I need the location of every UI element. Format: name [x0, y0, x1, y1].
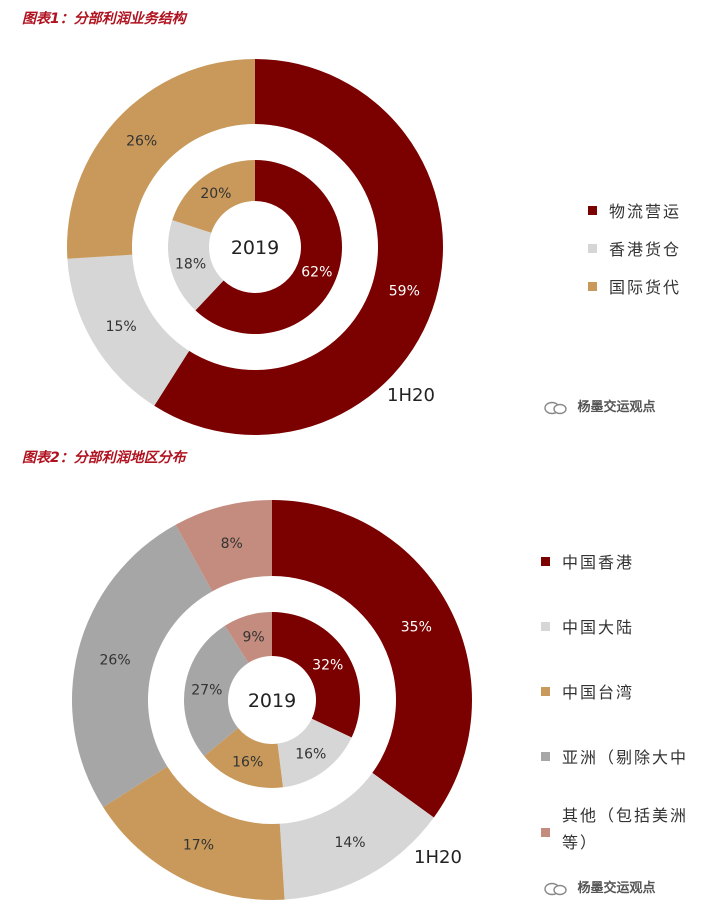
- chart1-outer-slice-2: [67, 59, 255, 259]
- watermark-text: 杨墨交运观点: [577, 881, 656, 896]
- chart1-legend-label-1: 香港货仓: [609, 240, 682, 259]
- chart2-outer-slice-2: [103, 766, 285, 900]
- chart2-outer-data-label-3: 26%: [100, 653, 131, 669]
- chart1-outer-data-label-1: 15%: [106, 319, 137, 335]
- chart2-legend-item-1: 中国大陆: [541, 614, 634, 638]
- chart2-inner-data-label-2: 16%: [232, 754, 263, 770]
- chart2-inner-slice-0: [272, 612, 360, 738]
- chart2-legend-item-2: 中国台湾: [541, 679, 634, 703]
- wechat-icon: [543, 882, 573, 896]
- chart1-inner-data-label-2: 20%: [200, 186, 231, 202]
- chart2-legend-swatch-2: [541, 686, 550, 696]
- chart1-inner-slice-0: [195, 160, 342, 334]
- donut-chart-region-distribution: 32% 16% 16% 27% 9% 35% 14% 17% 26% 8% 2019 1H20: [72, 500, 472, 900]
- chart2-inner-data-label-4: 9%: [242, 630, 264, 646]
- chart2-inner-slice-1: [277, 718, 352, 788]
- figure2-title: 图表2：分部利润地区分布: [22, 450, 186, 466]
- chart1-outer-data-label-0: 59%: [389, 283, 420, 299]
- donut-chart-business-structure: 62% 18% 20% 59% 15% 26% 2019 1H20: [67, 59, 444, 435]
- chart1-inner-slice-1: [168, 220, 224, 311]
- chart2-legend-label-1: 中国大陆: [562, 618, 635, 637]
- chart2-legend-item-3: 亚洲（剔除大中: [541, 744, 688, 768]
- chart2-legend-label-3: 亚洲（剔除大中: [562, 748, 689, 767]
- chart2-legend-swatch-0: [541, 556, 550, 566]
- chart2-outer-ring-label: 1H20: [414, 847, 462, 868]
- chart2-legend-label-2: 中国台湾: [562, 683, 635, 702]
- chart2-inner-slice-3: [184, 625, 249, 757]
- chart1-outer-data-label-2: 26%: [126, 134, 157, 150]
- chart1-inner-slice-2: [172, 160, 255, 233]
- chart2-outer-slice-1: [279, 772, 434, 900]
- wechat-icon: [543, 401, 573, 415]
- chart2-outer-data-label-1: 14%: [334, 835, 365, 851]
- chart2-legend-swatch-3: [541, 751, 550, 761]
- chart1-legend-label-2: 国际货代: [609, 278, 682, 297]
- chart1-legend-item-0: 物流营运: [588, 198, 681, 222]
- watermark: 杨墨交运观点: [543, 396, 656, 415]
- chart2-legend-item-0: 中国香港: [541, 549, 634, 573]
- chart1-outer-slice-1: [67, 254, 190, 406]
- chart1-legend-swatch-2: [588, 281, 597, 291]
- watermark-text: 杨墨交运观点: [577, 400, 656, 415]
- chart2-legend-item-4: 其他（包括美洲等）: [541, 806, 702, 856]
- chart1-inner-data-label-1: 18%: [175, 257, 206, 273]
- chart1-outer-slice-0: [154, 59, 444, 435]
- chart2-outer-data-label-2: 17%: [183, 837, 214, 853]
- chart2-inner-slice-4: [224, 612, 272, 663]
- chart1-legend-swatch-1: [588, 243, 597, 253]
- chart2-inner-slice-2: [204, 728, 284, 788]
- chart1-inner-data-label-0: 62%: [301, 264, 332, 280]
- chart2-inner-data-label-0: 32%: [312, 658, 343, 674]
- chart2-outer-data-label-0: 35%: [401, 619, 432, 635]
- chart2-outer-slice-3: [72, 524, 213, 808]
- chart2-outer-data-label-4: 8%: [221, 536, 243, 552]
- chart2-legend-label-0: 中国香港: [562, 553, 635, 572]
- chart2-legend-swatch-4: [541, 828, 550, 837]
- figure1-title: 图表1：分部利润业务结构: [22, 11, 186, 27]
- chart2-outer-slice-0: [272, 500, 472, 818]
- chart2-inner-data-label-1: 16%: [295, 746, 326, 762]
- chart2-legend-swatch-1: [541, 621, 550, 631]
- chart2-outer-slice-4: [175, 500, 272, 592]
- chart1-legend-swatch-0: [588, 205, 597, 215]
- chart1-legend-label-0: 物流营运: [609, 202, 682, 221]
- watermark: 杨墨交运观点: [543, 877, 656, 896]
- chart1-legend-item-2: 国际货代: [588, 274, 681, 298]
- chart2-center-label: 2019: [248, 690, 296, 712]
- chart2-legend-label-4: 其他（包括美洲等）: [562, 806, 689, 852]
- chart2-inner-data-label-3: 27%: [191, 683, 222, 699]
- chart1-legend-item-1: 香港货仓: [588, 236, 681, 260]
- chart1-outer-ring-label: 1H20: [387, 385, 435, 406]
- chart1-center-label: 2019: [231, 237, 279, 259]
